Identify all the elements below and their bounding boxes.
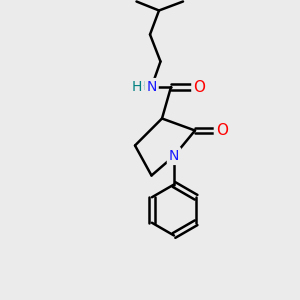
Text: N: N xyxy=(146,80,157,94)
Text: H: H xyxy=(136,80,146,94)
Text: O: O xyxy=(216,123,228,138)
Text: N: N xyxy=(169,149,179,163)
Text: O: O xyxy=(194,80,206,94)
Text: H: H xyxy=(131,80,142,94)
